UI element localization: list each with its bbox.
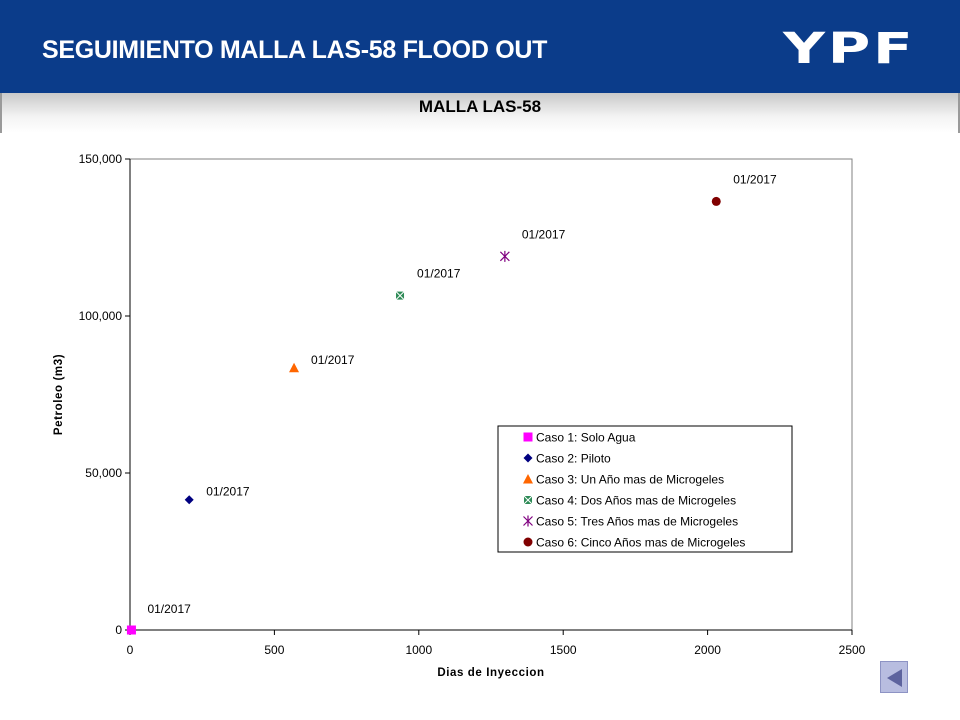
data-point — [126, 625, 136, 635]
legend-marker — [523, 537, 533, 547]
data-point — [395, 291, 405, 300]
legend-marker — [523, 515, 533, 527]
y-tick-label: 150,000 — [79, 152, 123, 166]
x-tick-label: 1000 — [405, 643, 432, 657]
y-axis-label: Petroleo (m3) — [53, 354, 65, 435]
data-point — [711, 196, 721, 206]
y-tick-label: 50,000 — [85, 466, 122, 480]
x-axis-label: Dias de Inyeccion — [437, 667, 544, 679]
band-edge-left — [0, 93, 2, 133]
legend-entry: Caso 4: Dos Años mas de Microgeles — [536, 494, 736, 508]
legend-marker — [523, 453, 533, 463]
plot-area — [129, 158, 853, 631]
page-title: SEGUIMIENTO MALLA LAS-58 FLOOD OUT — [42, 36, 548, 64]
y-tick-label: 100,000 — [79, 309, 123, 323]
point-label: 01/2017 — [417, 267, 461, 281]
legend-marker — [523, 474, 533, 484]
legend-entry: Caso 6: Cinco Años mas de Microgeles — [536, 536, 745, 550]
x-tick-label: 1500 — [550, 643, 577, 657]
point-label: 01/2017 — [147, 602, 191, 616]
legend-entry: Caso 2: Piloto — [536, 452, 611, 466]
band-edge-right — [958, 93, 960, 133]
x-tick-label: 2000 — [694, 643, 721, 657]
chart-title: MALLA LAS-58 — [418, 97, 542, 116]
legend-box — [497, 425, 793, 553]
x-tick-label: 0 — [127, 643, 134, 657]
ypf-logo: YPF — [783, 24, 916, 74]
back-arrow-icon — [887, 669, 902, 687]
point-label: 01/2017 — [206, 485, 250, 499]
data-point — [499, 250, 510, 262]
legend-entry: Caso 1: Solo Agua — [536, 431, 636, 445]
y-tick-label: 0 — [115, 623, 122, 637]
x-tick-label: 2500 — [839, 643, 866, 657]
point-label: 01/2017 — [522, 227, 566, 241]
header-bar: SEGUIMIENTO MALLA LAS-58 FLOOD OUT YPF — [0, 0, 960, 93]
legend-marker — [523, 432, 533, 442]
legend-marker — [523, 495, 533, 505]
x-tick-label: 500 — [264, 643, 284, 657]
point-label: 01/2017 — [311, 353, 355, 367]
point-label: 01/2017 — [733, 172, 777, 186]
data-point — [184, 495, 194, 505]
legend-entry: Caso 3: Un Año mas de Microgeles — [536, 473, 724, 487]
title-band — [0, 93, 960, 133]
back-button[interactable] — [880, 661, 908, 693]
data-point — [289, 362, 300, 373]
legend-entry: Caso 5: Tres Años mas de Microgeles — [536, 515, 738, 529]
